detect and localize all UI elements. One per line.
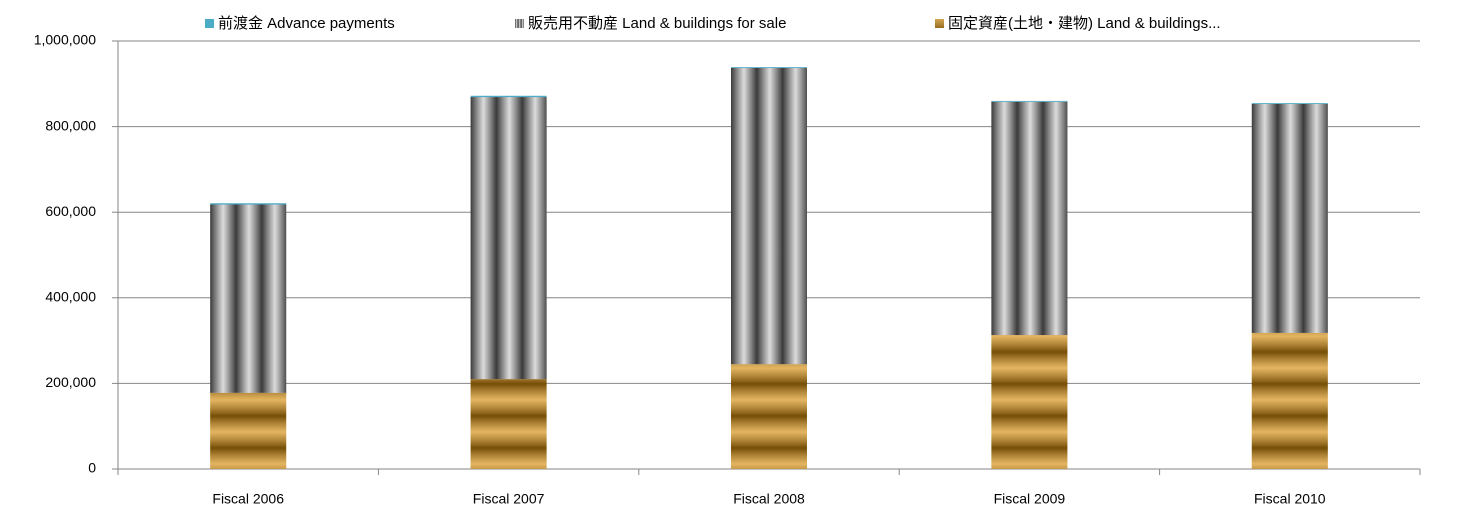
legend-swatch-shade	[515, 19, 524, 28]
bar-segment	[470, 95, 547, 98]
y-tick-label: 1,000,000	[34, 32, 96, 48]
x-tick-label: Fiscal 2010	[1254, 491, 1326, 507]
legend-label: 固定資産(土地・建物) Land & buildings...	[948, 15, 1221, 32]
bar-shade	[731, 364, 807, 469]
x-tick-label: Fiscal 2007	[473, 491, 545, 507]
legend: 前渡金 Advance payments 販売用不動産 Land & buildi…	[205, 15, 1221, 32]
bar-segment	[1251, 103, 1328, 104]
legend-swatch-shade	[935, 19, 944, 28]
bar-shade	[991, 101, 1068, 336]
y-tick-label: 400,000	[45, 289, 96, 305]
y-tick-label: 0	[88, 460, 96, 476]
x-tick-label: Fiscal 2006	[212, 491, 284, 507]
x-tick-label: Fiscal 2008	[733, 491, 805, 507]
bar-segment	[731, 67, 807, 68]
bar-shade	[731, 67, 807, 365]
bar-segment	[210, 203, 287, 205]
bar-shade	[210, 392, 287, 469]
bar-shade	[1251, 103, 1328, 333]
bar-shade	[210, 204, 287, 393]
y-tick-label: 200,000	[45, 374, 96, 390]
bar-shade	[470, 379, 547, 469]
y-tick-label: 800,000	[45, 117, 96, 133]
bar-shade	[470, 97, 547, 380]
legend-swatch	[205, 19, 214, 28]
legend-label: 前渡金 Advance payments	[218, 15, 395, 32]
legend-label: 販売用不動産 Land & buildings for sale	[528, 15, 786, 32]
y-tick-label: 600,000	[45, 203, 96, 219]
x-tick-label: Fiscal 2009	[994, 491, 1066, 507]
bar-segment	[991, 100, 1068, 102]
bar-shade	[991, 335, 1068, 469]
bar-shade	[1251, 332, 1328, 469]
